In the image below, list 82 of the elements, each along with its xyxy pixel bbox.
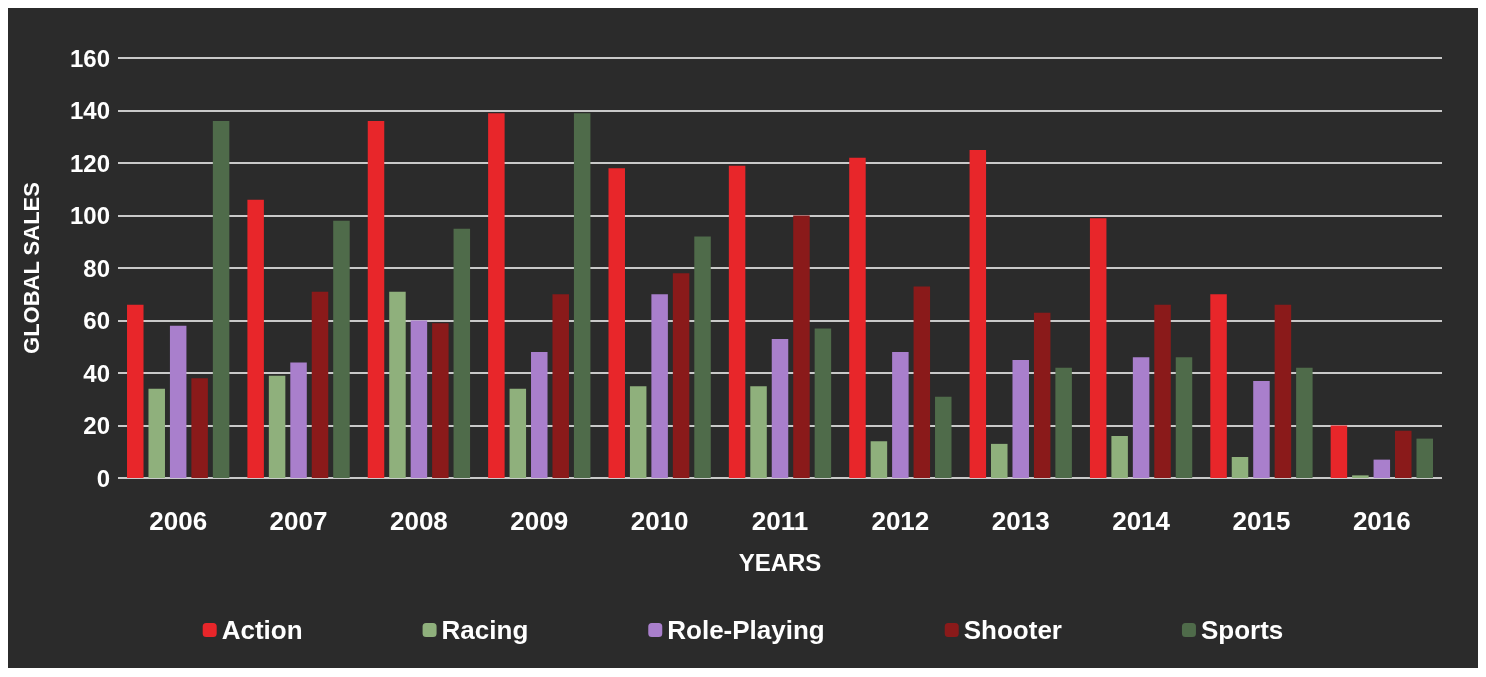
legend-label: Shooter — [963, 615, 1062, 645]
bar — [892, 352, 909, 478]
y-tick-label: 0 — [96, 464, 110, 492]
bar — [290, 362, 307, 478]
bar — [771, 338, 789, 478]
x-tick-label: 2009 — [510, 506, 569, 536]
bar — [432, 323, 449, 478]
x-tick-label: 2011 — [751, 506, 809, 536]
bar — [389, 291, 406, 478]
bar — [1416, 438, 1433, 478]
x-tick-label: 2012 — [871, 506, 930, 536]
x-tick-label: 2008 — [389, 506, 448, 536]
legend-label: Action — [221, 615, 303, 645]
bar — [1274, 304, 1292, 478]
bar — [969, 149, 987, 478]
bar — [750, 386, 767, 478]
bar — [1231, 457, 1249, 478]
y-tick-label: 160 — [69, 44, 110, 72]
x-tick-label: 2007 — [269, 506, 328, 536]
bar — [1253, 380, 1270, 478]
x-tick-label: 2014 — [1112, 506, 1171, 536]
bar — [814, 328, 832, 478]
x-tick-label: 2010 — [630, 506, 689, 536]
bar — [608, 168, 625, 478]
bar — [1175, 357, 1193, 478]
bar — [488, 113, 505, 478]
bar — [127, 304, 144, 478]
bar — [333, 220, 350, 478]
bar — [694, 236, 711, 478]
bar — [672, 273, 690, 478]
bar — [1111, 436, 1128, 478]
y-axis-title: GLOBAL SALES — [18, 182, 44, 354]
bar — [531, 352, 548, 478]
bar — [1012, 359, 1029, 478]
bar — [935, 396, 952, 478]
bar — [651, 294, 668, 478]
bar — [629, 386, 647, 478]
y-tick-label: 40 — [83, 359, 110, 387]
bar — [1055, 367, 1072, 478]
y-tick-label: 100 — [69, 202, 110, 229]
legend-label: Role-Playing — [667, 615, 825, 645]
bar — [1210, 294, 1227, 478]
x-tick-label: 2015 — [1232, 506, 1291, 536]
bar — [1033, 312, 1051, 478]
y-tick-label: 20 — [83, 412, 110, 439]
bar — [849, 157, 866, 478]
y-tick-label: 140 — [69, 97, 110, 124]
bar — [1395, 430, 1412, 478]
bar — [1330, 425, 1348, 478]
x-tick-label: 2013 — [991, 506, 1050, 536]
bar — [573, 113, 591, 478]
bar — [552, 294, 569, 478]
bar — [311, 291, 329, 478]
bar — [913, 286, 931, 478]
bar — [1089, 218, 1107, 478]
x-tick-label: 2016 — [1352, 506, 1411, 536]
y-tick-label: 80 — [83, 254, 110, 282]
legend-label: Sports — [1200, 615, 1284, 645]
bar — [1132, 357, 1150, 478]
bar — [268, 375, 286, 478]
bar — [509, 388, 527, 478]
bar — [870, 441, 888, 478]
bar — [212, 121, 230, 478]
x-tick-label: 2006 — [149, 506, 208, 536]
bar — [169, 325, 187, 478]
bar — [991, 443, 1008, 478]
bar — [367, 121, 385, 478]
bar — [1352, 475, 1369, 478]
y-tick-label: 60 — [83, 307, 110, 334]
bar — [410, 320, 428, 478]
bar — [728, 165, 746, 478]
bar — [1373, 459, 1391, 478]
legend-label: Racing — [441, 615, 529, 645]
bar — [247, 199, 264, 478]
bar — [1296, 367, 1313, 478]
bar — [453, 228, 471, 478]
bar — [793, 215, 810, 478]
y-tick-label: 120 — [69, 149, 110, 177]
bar — [1154, 304, 1171, 478]
bar — [148, 388, 165, 478]
bar — [191, 378, 208, 478]
x-axis-title: YEARS — [738, 548, 822, 576]
